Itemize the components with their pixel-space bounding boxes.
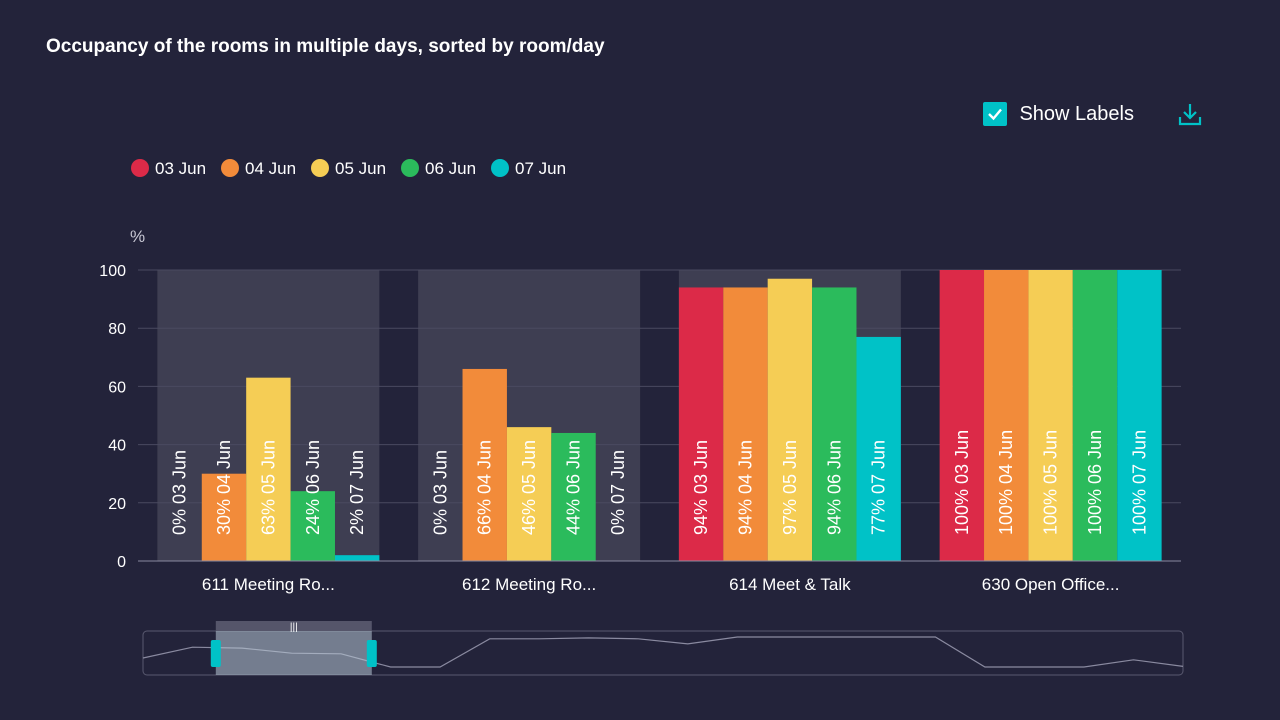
chart-title: Occupancy of the rooms in multiple days,… — [46, 36, 605, 57]
bar-data-label: 100% 07 Jun — [1129, 430, 1149, 535]
bar[interactable] — [1028, 270, 1073, 561]
bar[interactable] — [290, 491, 335, 561]
y-tick-label: 100 — [99, 263, 126, 280]
bar[interactable] — [246, 377, 291, 561]
bar-data-label: 66% 04 Jun — [475, 440, 495, 535]
bar[interactable] — [1072, 270, 1118, 561]
bar[interactable] — [334, 555, 380, 561]
bar[interactable] — [1117, 270, 1162, 561]
bar[interactable] — [812, 287, 857, 561]
bar-data-label: 100% 03 Jun — [952, 430, 972, 535]
bar[interactable] — [506, 427, 552, 561]
bar[interactable] — [767, 278, 813, 561]
x-category-label: 630 Open Office... — [982, 575, 1120, 594]
navigator-grip-icon[interactable]: ||| — [290, 622, 298, 633]
y-tick-label: 60 — [108, 379, 126, 396]
legend-marker-07-jun[interactable] — [491, 159, 509, 177]
bar-data-label: 30% 04 Jun — [214, 440, 234, 535]
bar-data-label: 63% 05 Jun — [258, 440, 278, 535]
legend-marker-03-jun[interactable] — [131, 159, 149, 177]
x-category-label: 611 Meeting Ro... — [202, 575, 335, 594]
bar[interactable] — [984, 270, 1029, 561]
bar[interactable] — [201, 473, 247, 561]
bar-data-label: 100% 04 Jun — [996, 430, 1016, 535]
y-tick-label: 0 — [117, 554, 126, 571]
bar[interactable] — [723, 287, 768, 561]
bar-data-label: 0% 03 Jun — [170, 450, 190, 535]
bar[interactable] — [462, 368, 507, 561]
y-tick-label: 20 — [108, 496, 126, 513]
navigator-scrollbar-thumb[interactable] — [215, 621, 372, 631]
navigator-left-handle[interactable] — [210, 640, 221, 667]
legend-marker-04-jun[interactable] — [221, 159, 239, 177]
legend-marker-05-jun[interactable] — [311, 159, 329, 177]
show-labels-label[interactable]: Show Labels — [1019, 102, 1134, 125]
bar-data-label: 94% 04 Jun — [735, 440, 755, 535]
bar-data-label: 100% 06 Jun — [1085, 430, 1105, 535]
legend-label[interactable]: 03 Jun — [155, 159, 206, 178]
download-icon[interactable] — [1176, 100, 1204, 128]
x-category-label: 614 Meet & Talk — [729, 575, 851, 594]
bar-data-label: 97% 05 Jun — [780, 440, 800, 535]
bar-data-label: 24% 06 Jun — [303, 440, 323, 535]
bar[interactable] — [939, 270, 985, 561]
bar-data-label: 2% 07 Jun — [347, 450, 367, 535]
navigator-selected-range[interactable] — [215, 631, 372, 675]
bar[interactable] — [678, 287, 724, 561]
bar[interactable] — [856, 336, 901, 561]
y-tick-label: 80 — [108, 321, 126, 338]
bar-data-label: 46% 05 Jun — [519, 440, 539, 535]
legend-label[interactable]: 05 Jun — [335, 159, 386, 178]
bar[interactable] — [551, 432, 596, 561]
bar-data-label: 94% 03 Jun — [691, 440, 711, 535]
bar-data-label: 0% 03 Jun — [430, 450, 450, 535]
bar-data-label: 94% 06 Jun — [824, 440, 844, 535]
y-axis-label: % — [130, 227, 145, 246]
bar-data-label: 100% 05 Jun — [1041, 430, 1061, 535]
legend-label[interactable]: 06 Jun — [425, 159, 476, 178]
navigator-frame[interactable] — [142, 630, 1184, 676]
bar-data-label: 0% 07 Jun — [608, 450, 628, 535]
y-tick-label: 40 — [108, 438, 126, 455]
navigator-right-handle[interactable] — [366, 640, 377, 667]
x-category-label: 612 Meeting Ro... — [462, 575, 596, 594]
bar-data-label: 44% 06 Jun — [564, 440, 584, 535]
show-labels-checkbox[interactable] — [983, 102, 1008, 126]
legend-label[interactable]: 07 Jun — [515, 159, 566, 178]
checkmark-icon — [988, 108, 1003, 121]
bar-data-label: 77% 07 Jun — [869, 440, 889, 535]
legend-marker-06-jun[interactable] — [401, 159, 419, 177]
chart-toolbar: Show Labels — [983, 100, 1204, 128]
legend-label[interactable]: 04 Jun — [245, 159, 296, 178]
